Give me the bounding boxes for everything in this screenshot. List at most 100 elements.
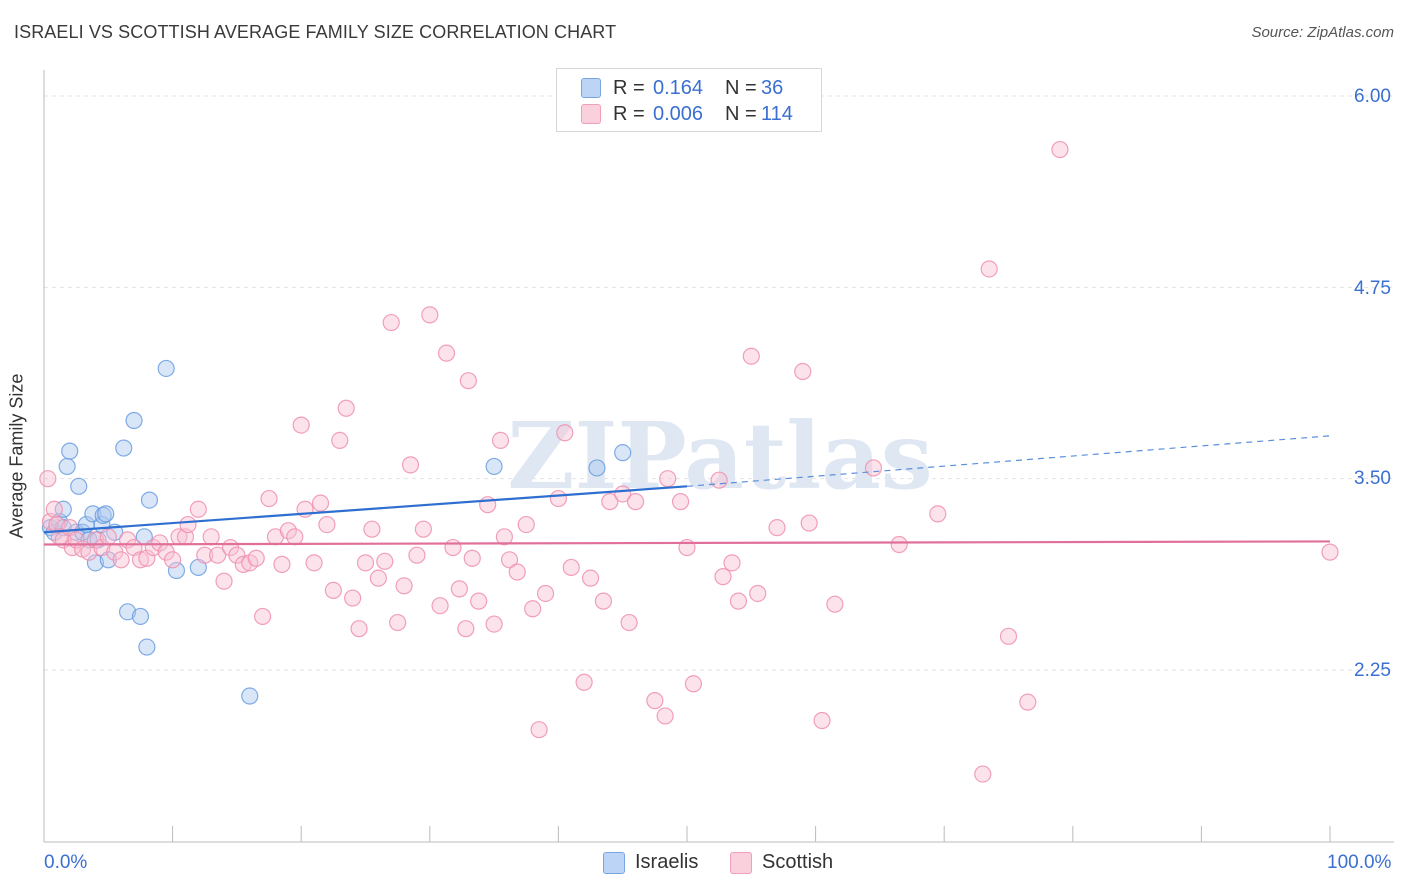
- scottish-point: [980, 260, 998, 278]
- scottish-point: [305, 554, 323, 572]
- scottish-point: [337, 399, 355, 417]
- scottish-point: [495, 528, 513, 546]
- israelis-point: [241, 687, 259, 705]
- scottish-point: [254, 607, 272, 626]
- israelis-point: [70, 477, 88, 495]
- bottom-legend-scottish[interactable]: Scottish: [730, 851, 833, 874]
- scottish-point: [749, 584, 767, 603]
- scottish-point: [369, 569, 387, 587]
- r-label: R =: [613, 102, 645, 125]
- scottish-point: [768, 519, 786, 537]
- scottish-point: [508, 563, 526, 581]
- scottish-point: [742, 347, 760, 365]
- scottish-point: [620, 613, 638, 632]
- n-label: N =: [725, 102, 757, 125]
- n-value: 36: [761, 76, 784, 99]
- scottish-point: [723, 554, 741, 572]
- israelis-point: [140, 491, 159, 509]
- scottish-point: [382, 313, 400, 332]
- scottish-point: [562, 558, 580, 577]
- scottish-point: [131, 551, 150, 569]
- legend-row-israelis: R = 0.164 N = 36: [581, 75, 783, 101]
- x-tick-label-max: 100.0%: [1327, 852, 1392, 873]
- scottish-point: [659, 470, 677, 488]
- scottish-point: [470, 592, 488, 610]
- israelis-trendline-extension: [686, 435, 1331, 487]
- scottish-point: [324, 581, 342, 600]
- scottish-point: [189, 500, 207, 518]
- r-value: 0.006: [653, 102, 704, 125]
- israelis-point: [485, 457, 503, 476]
- scottish-point: [356, 554, 375, 572]
- scottish-point: [1019, 693, 1037, 711]
- israelis-swatch: [581, 78, 601, 98]
- scottish-point: [331, 431, 349, 449]
- scottish-point: [151, 534, 169, 552]
- scottish-point: [530, 721, 548, 739]
- scottish-point: [714, 568, 732, 586]
- scottish-point: [581, 569, 600, 587]
- israelis-point: [125, 411, 143, 430]
- scottish-point: [215, 572, 233, 590]
- scottish-point: [45, 500, 63, 518]
- scottish-point: [311, 494, 330, 512]
- scottish-point: [350, 620, 368, 638]
- scottish-point: [929, 505, 947, 523]
- scottish-swatch: [730, 851, 752, 874]
- scottish-point: [601, 493, 619, 511]
- scottish-point: [671, 493, 690, 511]
- scottish-point: [800, 514, 818, 532]
- israelis-point: [97, 505, 115, 523]
- scottish-point: [39, 470, 57, 488]
- scottish-point: [414, 520, 432, 538]
- scottish-point: [286, 528, 304, 546]
- scottish-point: [500, 551, 519, 569]
- scottish-point: [890, 535, 908, 554]
- scottish-point: [463, 549, 481, 567]
- scottish-point: [138, 549, 156, 567]
- scottish-point: [517, 515, 535, 534]
- israelis-point: [588, 459, 606, 477]
- legend-row-scottish: R = 0.006 N = 114: [581, 101, 793, 127]
- scottish-point: [112, 551, 130, 569]
- scottish-point: [450, 580, 468, 598]
- scottish-point: [459, 372, 477, 390]
- watermark: ZIPatlas: [507, 402, 932, 510]
- scottish-point: [444, 538, 462, 557]
- israelis-point: [58, 457, 76, 476]
- scottish-point: [1051, 140, 1069, 159]
- chart-title: ISRAELI VS SCOTTISH AVERAGE FAMILY SIZE …: [14, 22, 617, 42]
- source-credit: Source: ZipAtlas.com: [1251, 24, 1394, 41]
- scottish-point: [556, 424, 574, 442]
- bottom-legend-israelis[interactable]: Israelis: [603, 851, 698, 874]
- scottish-swatch: [581, 104, 601, 124]
- scottish-point: [363, 520, 381, 538]
- scottish-point: [1321, 543, 1339, 561]
- scottish-point: [318, 515, 336, 534]
- israelis-swatch: [603, 851, 625, 874]
- scottish-point: [395, 577, 413, 595]
- scottish-point: [826, 595, 844, 613]
- scottish-point: [164, 551, 182, 569]
- scottish-point: [729, 592, 748, 610]
- scottish-point: [179, 515, 197, 534]
- stats-legend: R = 0.164 N = 36 R = 0.006 N = 114: [556, 68, 822, 132]
- scottish-point: [437, 344, 456, 362]
- scottish-point: [626, 493, 645, 511]
- scottish-point: [684, 675, 703, 693]
- scottish-point: [408, 546, 426, 564]
- israelis-point: [157, 359, 175, 378]
- scottish-point: [491, 431, 510, 449]
- scottish-point: [344, 589, 362, 607]
- r-value: 0.164: [653, 76, 704, 99]
- scottish-point: [202, 528, 220, 546]
- x-tick-label-min: 0.0%: [44, 852, 88, 873]
- scottish-point: [431, 597, 449, 615]
- y-tick-label: 6.00: [1354, 86, 1391, 107]
- scottish-point: [279, 522, 297, 540]
- scottish-point: [99, 528, 117, 546]
- israelis-point: [61, 442, 79, 460]
- n-label: N =: [725, 76, 757, 99]
- n-value: 114: [761, 102, 793, 125]
